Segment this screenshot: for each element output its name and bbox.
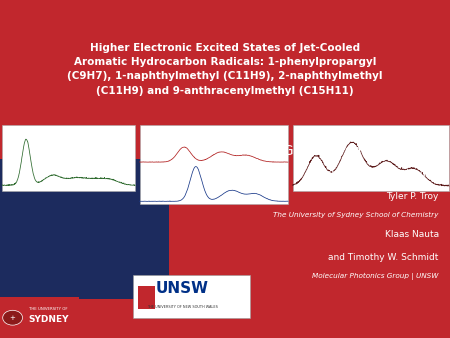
Circle shape bbox=[3, 310, 22, 325]
Bar bbox=[2, 125, 135, 191]
Text: Klaas Nauta: Klaas Nauta bbox=[385, 230, 439, 239]
Text: The University of Sydney School of Chemistry: The University of Sydney School of Chemi… bbox=[274, 212, 439, 218]
Bar bbox=[133, 275, 250, 318]
Text: UNSW: UNSW bbox=[156, 282, 209, 296]
Text: Molecular Photonics Group | UNSW: Molecular Photonics Group | UNSW bbox=[312, 273, 439, 280]
Text: Tyler P. Troy: Tyler P. Troy bbox=[387, 192, 439, 201]
Text: THE UNIVERSITY OF NEW SOUTH WALES: THE UNIVERSITY OF NEW SOUTH WALES bbox=[147, 305, 218, 309]
Text: and Timothy W. Schmidt: and Timothy W. Schmidt bbox=[328, 253, 439, 262]
Text: SYDNEY: SYDNEY bbox=[28, 315, 69, 324]
Text: Higher Electronic Excited States of Jet-Cooled
Aromatic Hydrocarbon Radicals: 1-: Higher Electronic Excited States of Jet-… bbox=[67, 43, 383, 96]
Text: THE UNIVERSITY OF: THE UNIVERSITY OF bbox=[29, 307, 68, 311]
Text: +: + bbox=[9, 315, 16, 321]
Bar bbox=[292, 125, 449, 191]
Text: Gabrielle V.G. Woodhouse,: Gabrielle V.G. Woodhouse, bbox=[319, 169, 439, 178]
Bar bbox=[140, 125, 288, 204]
Bar bbox=[138, 286, 155, 309]
Bar bbox=[0, 159, 169, 299]
Text: Gerard Dean O’Connor: Gerard Dean O’Connor bbox=[283, 144, 439, 158]
Bar bbox=[0, 297, 79, 338]
